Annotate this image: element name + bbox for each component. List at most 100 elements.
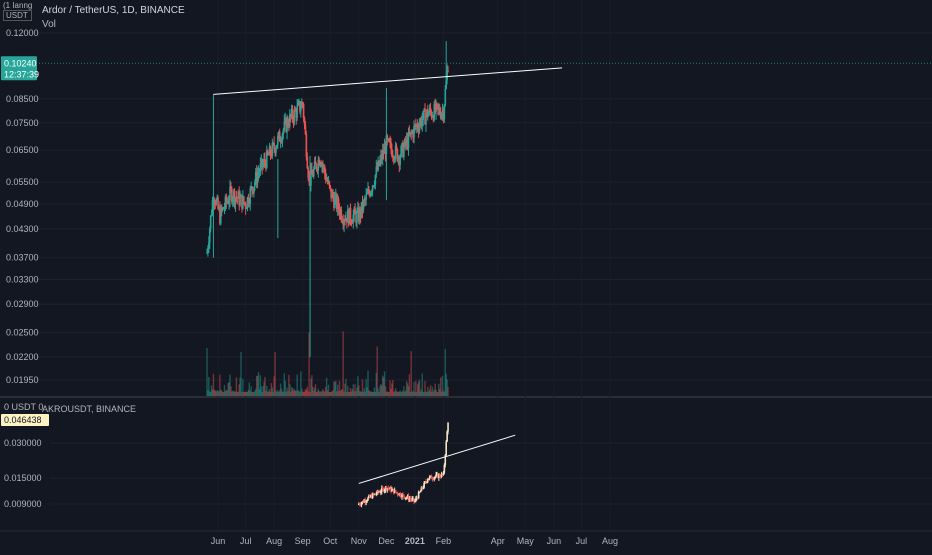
lower-pane-badge: 0 USDT 0 (4, 402, 44, 412)
volume-bar (233, 390, 236, 396)
akro-candle-body (438, 474, 441, 477)
y-tick-main-2: 0.07500 (6, 118, 39, 128)
candle-body (235, 197, 238, 199)
volume-bar (247, 389, 250, 396)
candle-body (288, 125, 290, 127)
volume-bar (339, 391, 342, 396)
akro-candle-body (376, 490, 378, 494)
volume-bar (337, 390, 340, 396)
volume-bar (338, 380, 341, 396)
volume-bar (231, 391, 233, 396)
candle-body (334, 197, 336, 208)
akro-candle-body (411, 498, 413, 500)
candle-body (239, 197, 241, 206)
volume-bar (386, 391, 389, 396)
lower-pane-symbol[interactable]: AKROUSDT, BINANCE (42, 404, 137, 414)
candle-body (394, 145, 397, 159)
candle-body (422, 110, 424, 120)
akro-candle-body (363, 500, 366, 503)
volume-bar (253, 391, 255, 396)
candle-body (292, 118, 295, 122)
akro-candle-body (390, 487, 392, 492)
volume-bar (366, 387, 368, 396)
volume-bar (390, 388, 392, 396)
volume-indicator-label[interactable]: Vol (42, 19, 56, 30)
candle-body (331, 192, 333, 199)
volume-bar (431, 386, 434, 396)
candle-body (440, 113, 443, 118)
akro-candle-body (446, 431, 448, 442)
volume-bar (398, 391, 400, 396)
candle-body (220, 207, 223, 211)
volume-bar (271, 387, 274, 396)
candle-body (234, 197, 237, 205)
candle-body (396, 149, 399, 161)
candle-body (369, 192, 371, 196)
volume-bar (332, 390, 334, 396)
candle-body (383, 145, 386, 154)
volume-bar (314, 384, 317, 396)
trendlines[interactable] (36, 62, 932, 484)
volume-bar (326, 390, 329, 396)
candle-body (416, 124, 419, 129)
candle-body (378, 160, 380, 166)
volume-bar (336, 384, 339, 396)
akro-candle-body (394, 490, 397, 493)
candle-body (208, 242, 210, 249)
candle-body (245, 208, 248, 210)
volume-bar (405, 390, 407, 396)
candle-body (420, 119, 423, 127)
candle-body (426, 109, 428, 116)
candle-body (280, 141, 283, 143)
volume-bar (422, 391, 424, 396)
volume-bar (312, 386, 314, 396)
y-tick-main-8: 0.03300 (6, 275, 39, 285)
symbol-title[interactable]: Ardor / TetherUS, 1D, BINANCE (42, 5, 185, 16)
candle-body (358, 208, 361, 222)
candle-body (379, 159, 381, 166)
akro-candle-body (373, 493, 376, 495)
volume-bar (430, 391, 433, 396)
candle-body (287, 118, 289, 126)
akro-candle-body (383, 489, 386, 492)
volume-bar (218, 391, 220, 396)
volume-bar (255, 376, 258, 396)
volume-bar (268, 389, 271, 396)
candle-body (209, 215, 212, 229)
volume-bar (234, 391, 237, 396)
candle-body (276, 144, 278, 149)
volume-bar (258, 389, 261, 396)
volume-bar (309, 392, 311, 396)
volume-bar (293, 388, 296, 396)
candle-body (240, 194, 242, 198)
akro-candle-body (374, 493, 377, 495)
volume-bar (384, 386, 387, 396)
y-tick-main-7: 0.03700 (6, 253, 39, 263)
akro-candle-body (417, 492, 420, 499)
akro-candle-body (423, 482, 425, 488)
volume-bar (292, 390, 295, 396)
candle-body (266, 150, 269, 155)
volume-bar (441, 375, 444, 396)
candle-body (281, 134, 284, 142)
volume-bar (278, 391, 280, 396)
volume-bar (421, 373, 423, 396)
volume-bar (245, 391, 248, 396)
candle-body (214, 202, 217, 205)
akro-candle-body (367, 497, 369, 501)
volume-bar (357, 376, 359, 396)
volume-bar (229, 374, 231, 396)
candle-body (314, 161, 317, 164)
volume-bar (382, 375, 384, 396)
candle-body (386, 136, 389, 141)
volume-bar (300, 371, 302, 396)
candle-body (226, 201, 229, 203)
volume-bar (439, 377, 442, 396)
volume-bar (432, 391, 435, 396)
volume-bar (353, 391, 355, 396)
volume-bar (315, 391, 318, 396)
akro-candle-body (427, 478, 430, 480)
volume-bar (405, 380, 408, 396)
